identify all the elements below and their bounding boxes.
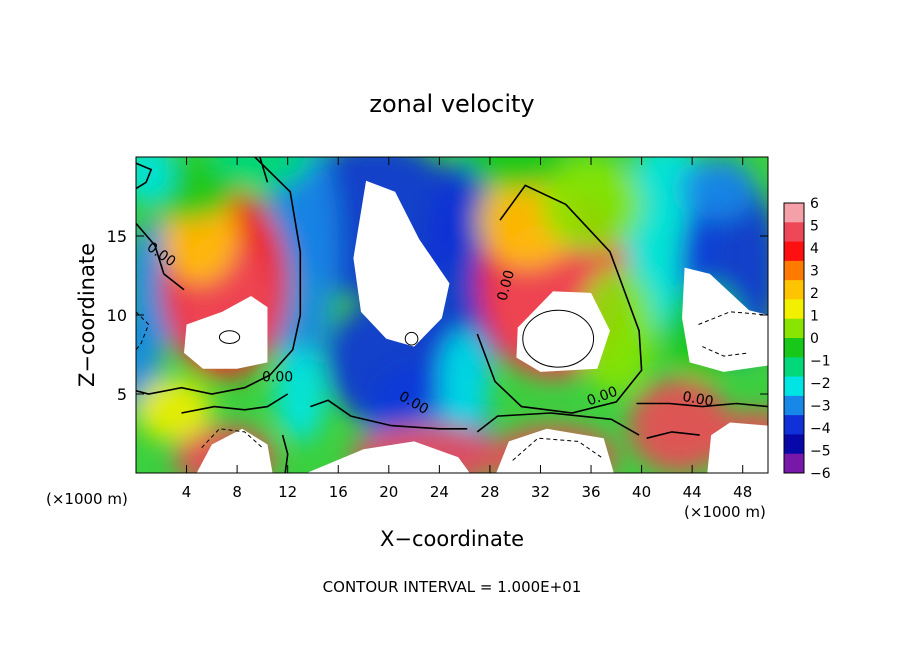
contour-line-zero <box>476 412 640 436</box>
field-blob <box>136 157 174 205</box>
contour-line-zero <box>136 222 185 291</box>
contour-lines <box>136 157 768 473</box>
colorbar-swatch <box>784 415 804 435</box>
x-tick-label: 28 <box>480 483 499 501</box>
contour-line-negative <box>702 346 750 357</box>
colorbar-swatch <box>784 453 804 474</box>
contour-interval-note: CONTOUR INTERVAL = 1.000E+01 <box>323 578 582 596</box>
colorbar: 6 5 4 3 2 1 0 −1 −2 −3 −4 −5 −6 <box>783 196 831 482</box>
plot-area: 0.000.000.000.000.00 0.00 <box>136 157 768 473</box>
colorbar-swatch <box>784 241 804 262</box>
x-tick-label: 36 <box>581 483 600 501</box>
colorbar-tick-label: 4 <box>810 241 819 257</box>
contour-line-zero <box>646 431 700 439</box>
y-axis-label: Z−coordinate <box>75 243 99 387</box>
colorbar-tick-label: 0 <box>810 331 819 347</box>
contour-line-positive <box>522 309 595 368</box>
field-blob <box>628 378 731 473</box>
x-tick-label: 16 <box>329 483 348 501</box>
field-blob <box>136 378 212 442</box>
contour-line-zero <box>259 157 269 183</box>
x-tick-label: 44 <box>683 483 702 501</box>
y-axis: 5 10 15 <box>107 227 768 404</box>
saturated-region <box>682 267 768 372</box>
contour-line-positive <box>404 331 419 346</box>
contour-label: 0.00 <box>681 389 714 410</box>
saturated-region <box>184 296 268 369</box>
x-axis: 4 8 12 16 20 24 28 32 36 40 44 48 <box>182 157 752 501</box>
field-blob <box>540 157 642 252</box>
colorbar-tick-label: 2 <box>810 286 819 302</box>
chart-title: zonal velocity <box>369 90 534 118</box>
x-tick-label: 24 <box>430 483 449 501</box>
y-tick-label: 15 <box>107 227 127 246</box>
contour-line-zero <box>136 157 302 395</box>
colorbar-swatch <box>784 395 804 416</box>
colorbar-tick-label: −2 <box>810 376 831 392</box>
colorbar-swatch <box>784 338 804 358</box>
colorbar-swatch <box>784 318 804 339</box>
colorbar-tick-label: −5 <box>810 444 831 460</box>
colorbar-tick-label: −1 <box>810 354 831 370</box>
contour-line-negative <box>201 428 263 449</box>
colorbar-tick-label: −3 <box>810 399 831 415</box>
colorbar-swatch <box>784 203 804 223</box>
x-unit-left: (×1000 m) <box>46 490 128 508</box>
x-tick-label: 20 <box>379 483 398 501</box>
saturated-region <box>516 291 610 372</box>
saturated-region <box>353 180 450 347</box>
colorbar-swatch <box>784 434 804 455</box>
contour-line-zero <box>310 399 468 430</box>
saturated-region <box>707 422 768 473</box>
field-blob <box>679 157 756 221</box>
x-tick-label: 48 <box>733 483 752 501</box>
contour-line-zero <box>181 393 289 414</box>
colorbar-tick-label: −4 <box>810 421 831 437</box>
colorbar-frame <box>783 202 805 474</box>
contour-label: 0.00 <box>495 268 519 302</box>
colorbar-tick-label: 3 <box>810 264 819 280</box>
x-axis-label: X−coordinate <box>380 527 524 551</box>
colorbar-swatch <box>784 260 804 281</box>
colorbar-swatch <box>784 299 804 320</box>
x-tick-label: 8 <box>232 483 242 501</box>
contour-line-negative <box>136 311 150 351</box>
contour-line-positive <box>218 330 241 344</box>
y-tick-label: 5 <box>117 385 127 404</box>
saturated-region <box>496 428 614 473</box>
contour-line-negative <box>698 311 768 325</box>
y-tick-label: 10 <box>107 306 127 325</box>
contour-line-negative <box>512 437 602 461</box>
x-tick-label: 12 <box>278 483 297 501</box>
colorbar-swatch <box>784 357 804 378</box>
saturated-regions <box>184 180 768 473</box>
colorbar-tick-label: 5 <box>810 219 819 235</box>
saturated-region <box>306 441 470 473</box>
colorbar-tick-label: 6 <box>810 196 819 212</box>
colorbar-swatch <box>784 222 804 243</box>
contour-line-zero <box>636 402 768 408</box>
contour-line-zero <box>136 162 153 190</box>
field-blob <box>275 346 326 442</box>
contour-line-zero <box>476 184 643 414</box>
x-tick-label: 40 <box>632 483 651 501</box>
x-tick-label: 4 <box>182 483 192 501</box>
contour-line-zero <box>281 434 289 473</box>
colorbar-tick-label: −6 <box>810 466 831 482</box>
x-tick-label: 32 <box>531 483 550 501</box>
field-blob <box>439 330 490 426</box>
colorbar-swatch <box>784 280 804 300</box>
contour-label: 0.00 <box>262 369 293 385</box>
colorbar-swatch <box>784 376 804 397</box>
x-unit-right: (×1000 m) <box>684 503 766 521</box>
colorbar-tick-label: 1 <box>810 309 819 325</box>
